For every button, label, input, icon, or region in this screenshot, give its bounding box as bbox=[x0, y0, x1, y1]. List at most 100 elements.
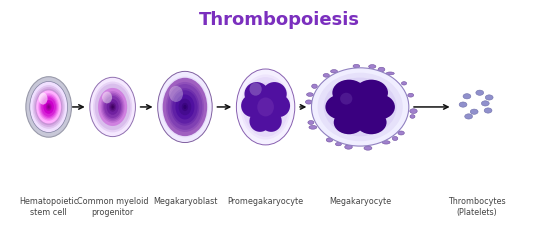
Ellipse shape bbox=[90, 77, 135, 137]
Ellipse shape bbox=[340, 93, 352, 105]
Ellipse shape bbox=[176, 95, 195, 120]
Ellipse shape bbox=[386, 72, 394, 75]
Ellipse shape bbox=[311, 68, 409, 146]
Ellipse shape bbox=[45, 103, 52, 111]
Ellipse shape bbox=[181, 102, 189, 112]
Ellipse shape bbox=[173, 92, 197, 122]
Ellipse shape bbox=[249, 110, 271, 132]
Ellipse shape bbox=[103, 94, 122, 120]
Ellipse shape bbox=[44, 100, 54, 114]
Ellipse shape bbox=[306, 93, 313, 96]
Ellipse shape bbox=[107, 99, 119, 115]
Ellipse shape bbox=[262, 102, 270, 112]
Ellipse shape bbox=[333, 85, 387, 129]
Ellipse shape bbox=[102, 91, 112, 103]
Ellipse shape bbox=[103, 94, 122, 120]
Ellipse shape bbox=[100, 90, 126, 124]
Ellipse shape bbox=[354, 102, 366, 112]
Ellipse shape bbox=[260, 110, 282, 132]
Text: Megakaryoblast: Megakaryoblast bbox=[153, 197, 217, 206]
Ellipse shape bbox=[241, 95, 263, 117]
Ellipse shape bbox=[183, 104, 187, 109]
Ellipse shape bbox=[378, 67, 385, 72]
Ellipse shape bbox=[39, 95, 58, 120]
Ellipse shape bbox=[485, 95, 493, 100]
Ellipse shape bbox=[253, 91, 278, 123]
Ellipse shape bbox=[182, 103, 188, 111]
Ellipse shape bbox=[104, 96, 121, 118]
Ellipse shape bbox=[382, 141, 390, 144]
Ellipse shape bbox=[175, 94, 195, 120]
Ellipse shape bbox=[470, 109, 478, 114]
Ellipse shape bbox=[163, 78, 207, 136]
Ellipse shape bbox=[330, 70, 338, 73]
Ellipse shape bbox=[324, 78, 397, 136]
Ellipse shape bbox=[401, 82, 406, 85]
Ellipse shape bbox=[46, 103, 51, 111]
Ellipse shape bbox=[110, 103, 116, 111]
Ellipse shape bbox=[305, 100, 312, 104]
Ellipse shape bbox=[101, 92, 124, 122]
Ellipse shape bbox=[410, 109, 417, 114]
Ellipse shape bbox=[465, 114, 472, 119]
Ellipse shape bbox=[40, 96, 57, 118]
Ellipse shape bbox=[94, 84, 131, 130]
Ellipse shape bbox=[45, 102, 53, 112]
Ellipse shape bbox=[43, 100, 54, 114]
Ellipse shape bbox=[102, 93, 124, 121]
Ellipse shape bbox=[100, 90, 126, 124]
Ellipse shape bbox=[398, 131, 404, 135]
Text: Common myeloid
progenitor: Common myeloid progenitor bbox=[77, 197, 148, 217]
Ellipse shape bbox=[333, 80, 366, 106]
Ellipse shape bbox=[172, 90, 198, 124]
Ellipse shape bbox=[345, 95, 375, 119]
Ellipse shape bbox=[166, 82, 204, 132]
Ellipse shape bbox=[239, 72, 293, 142]
Ellipse shape bbox=[364, 146, 372, 150]
Ellipse shape bbox=[312, 84, 318, 88]
Ellipse shape bbox=[249, 85, 282, 129]
Ellipse shape bbox=[255, 93, 276, 120]
Ellipse shape bbox=[168, 84, 202, 130]
Ellipse shape bbox=[476, 90, 484, 95]
Ellipse shape bbox=[351, 100, 369, 114]
Ellipse shape bbox=[357, 104, 363, 109]
Ellipse shape bbox=[169, 87, 201, 127]
Ellipse shape bbox=[160, 74, 210, 140]
Ellipse shape bbox=[169, 86, 183, 102]
Text: Megakaryocyte: Megakaryocyte bbox=[329, 197, 391, 206]
Ellipse shape bbox=[245, 80, 286, 134]
Ellipse shape bbox=[318, 73, 402, 141]
Ellipse shape bbox=[459, 102, 467, 107]
Ellipse shape bbox=[244, 82, 269, 106]
Ellipse shape bbox=[309, 126, 317, 129]
Ellipse shape bbox=[48, 105, 50, 109]
Ellipse shape bbox=[484, 108, 492, 113]
Ellipse shape bbox=[334, 110, 364, 134]
Ellipse shape bbox=[321, 75, 400, 139]
Ellipse shape bbox=[249, 83, 262, 96]
Ellipse shape bbox=[268, 95, 290, 117]
Ellipse shape bbox=[105, 96, 121, 118]
Ellipse shape bbox=[346, 96, 374, 118]
Ellipse shape bbox=[106, 98, 119, 115]
Ellipse shape bbox=[326, 80, 394, 134]
Ellipse shape bbox=[30, 81, 68, 132]
Ellipse shape bbox=[37, 92, 60, 122]
Ellipse shape bbox=[178, 99, 191, 115]
Ellipse shape bbox=[158, 71, 212, 143]
Ellipse shape bbox=[257, 97, 274, 116]
Ellipse shape bbox=[345, 145, 352, 149]
Ellipse shape bbox=[111, 105, 114, 108]
Ellipse shape bbox=[177, 96, 193, 117]
Ellipse shape bbox=[36, 90, 61, 123]
Ellipse shape bbox=[348, 97, 372, 117]
Ellipse shape bbox=[108, 101, 117, 113]
Ellipse shape bbox=[42, 98, 55, 116]
Ellipse shape bbox=[93, 82, 132, 132]
Ellipse shape bbox=[31, 83, 66, 131]
Ellipse shape bbox=[236, 69, 295, 145]
Ellipse shape bbox=[98, 88, 127, 126]
Ellipse shape bbox=[164, 80, 206, 134]
Ellipse shape bbox=[364, 95, 395, 120]
